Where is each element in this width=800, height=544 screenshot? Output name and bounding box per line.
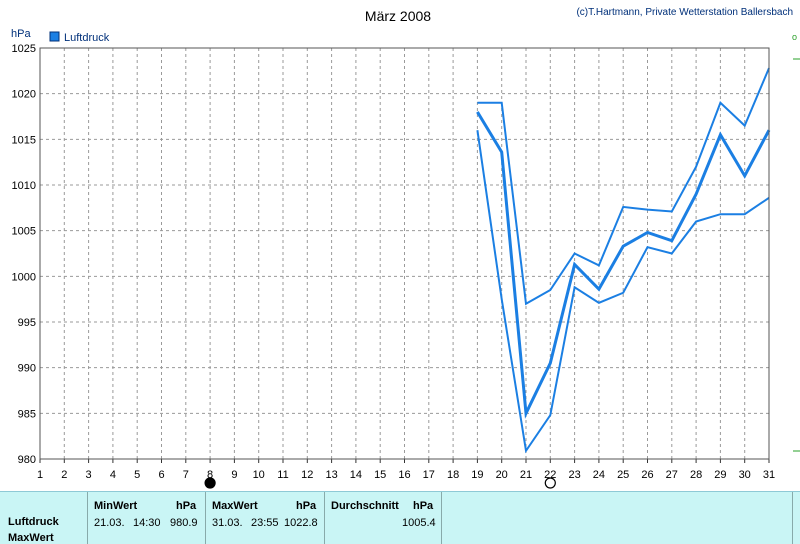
x-tick-label: 11 (277, 469, 288, 481)
x-axis-ticks: 1 2 3 4 5 6 7 8 9 10 11 12 13 14 15 16 17 18 19 20 21 22 23 24 2… (37, 459, 775, 481)
max-header: MaxWert (212, 500, 258, 512)
x-tick-label: 5 (134, 469, 140, 481)
x-tick-label: 13 (325, 469, 337, 481)
grid-lines (39, 47, 770, 460)
x-tick-label: 28 (690, 469, 702, 481)
x-tick-label: 30 (739, 469, 751, 481)
y-tick-label: 1015 (12, 134, 36, 146)
svg-text:o: o (792, 32, 797, 42)
min-time: 14:30 (133, 517, 161, 529)
series-lines (476, 67, 771, 454)
chart-title: März 2008 (365, 8, 431, 24)
statistics-panel: Luftdruck MaxWert MinWert hPa 21.03. 14:… (0, 491, 800, 544)
moon-full-icon (204, 477, 216, 489)
x-tick-label: 24 (593, 469, 605, 481)
x-tick-label: 31 (763, 469, 775, 481)
x-tick-label: 14 (350, 469, 362, 481)
min-unit: hPa (176, 500, 197, 512)
y-tick-label: 1020 (12, 89, 36, 101)
max-value: 1022.8 (284, 517, 318, 529)
moon-phase-markers (204, 477, 556, 489)
column-divider (205, 492, 206, 544)
x-tick-label: 21 (520, 469, 532, 481)
max-date: 31.03. (212, 517, 243, 529)
x-tick-label: 2 (61, 469, 67, 481)
column-divider (87, 492, 88, 544)
x-tick-label: 18 (447, 469, 459, 481)
y-tick-label: 1025 (12, 43, 36, 55)
plot-frame (39, 47, 770, 460)
column-divider (441, 492, 442, 544)
y-tick-label: 1000 (12, 271, 36, 283)
series-line-max (477, 67, 770, 306)
column-divider (324, 492, 325, 544)
row-label-maxwert: MaxWert (8, 532, 54, 544)
x-tick-label: 16 (398, 469, 410, 481)
y-tick-label: 1010 (12, 180, 36, 192)
x-tick-label: 3 (86, 469, 92, 481)
y-tick-label: 985 (18, 408, 36, 420)
x-tick-label: 15 (374, 469, 386, 481)
x-tick-label: 17 (423, 469, 435, 481)
column-divider (792, 492, 793, 544)
moon-new-icon (544, 477, 556, 489)
legend-label: Luftdruck (64, 32, 110, 44)
y-tick-label: 980 (18, 454, 36, 466)
x-tick-label: 26 (641, 469, 653, 481)
y-axis-unit: hPa (11, 28, 31, 40)
min-value: 980.9 (170, 517, 198, 529)
x-tick-label: 20 (496, 469, 508, 481)
x-tick-label: 29 (714, 469, 726, 481)
chart-area: März 2008 (c)T.Hartmann, Private Wetters… (11, 7, 800, 489)
x-tick-label: 22 (544, 469, 556, 481)
x-tick-label: 10 (253, 469, 265, 481)
avg-unit: hPa (413, 500, 434, 512)
y-tick-label: 1005 (12, 226, 36, 238)
x-tick-label: 23 (568, 469, 580, 481)
y-tick-label: 995 (18, 317, 36, 329)
y-tick-label: 990 (18, 363, 36, 375)
avg-header: Durchschnitt (331, 500, 399, 512)
min-date: 21.03. (94, 517, 125, 529)
y-axis-ticks: 980 985 990 995 1000 1005 1010 1015 1020 1025 (12, 43, 36, 466)
x-tick-label: 1 (37, 469, 43, 481)
series-line-min (476, 130, 770, 454)
x-tick-label: 7 (183, 469, 189, 481)
legend-swatch (49, 31, 60, 42)
max-unit: hPa (296, 500, 317, 512)
max-time: 23:55 (251, 517, 279, 529)
x-tick-label: 9 (231, 469, 237, 481)
x-tick-label: 27 (666, 469, 678, 481)
x-tick-label: 6 (158, 469, 164, 481)
avg-value: 1005.4 (402, 517, 436, 529)
right-edge-markers: o (792, 32, 800, 452)
x-tick-label: 4 (110, 469, 116, 481)
chart-credit: (c)T.Hartmann, Private Wetterstation Bal… (576, 7, 793, 18)
x-tick-label: 25 (617, 469, 629, 481)
x-tick-label: 8 (207, 469, 213, 481)
series-line-avg (476, 111, 771, 419)
row-label-luftdruck: Luftdruck (8, 516, 59, 528)
x-tick-label: 19 (471, 469, 483, 481)
min-header: MinWert (94, 500, 138, 512)
x-tick-label: 12 (301, 469, 313, 481)
